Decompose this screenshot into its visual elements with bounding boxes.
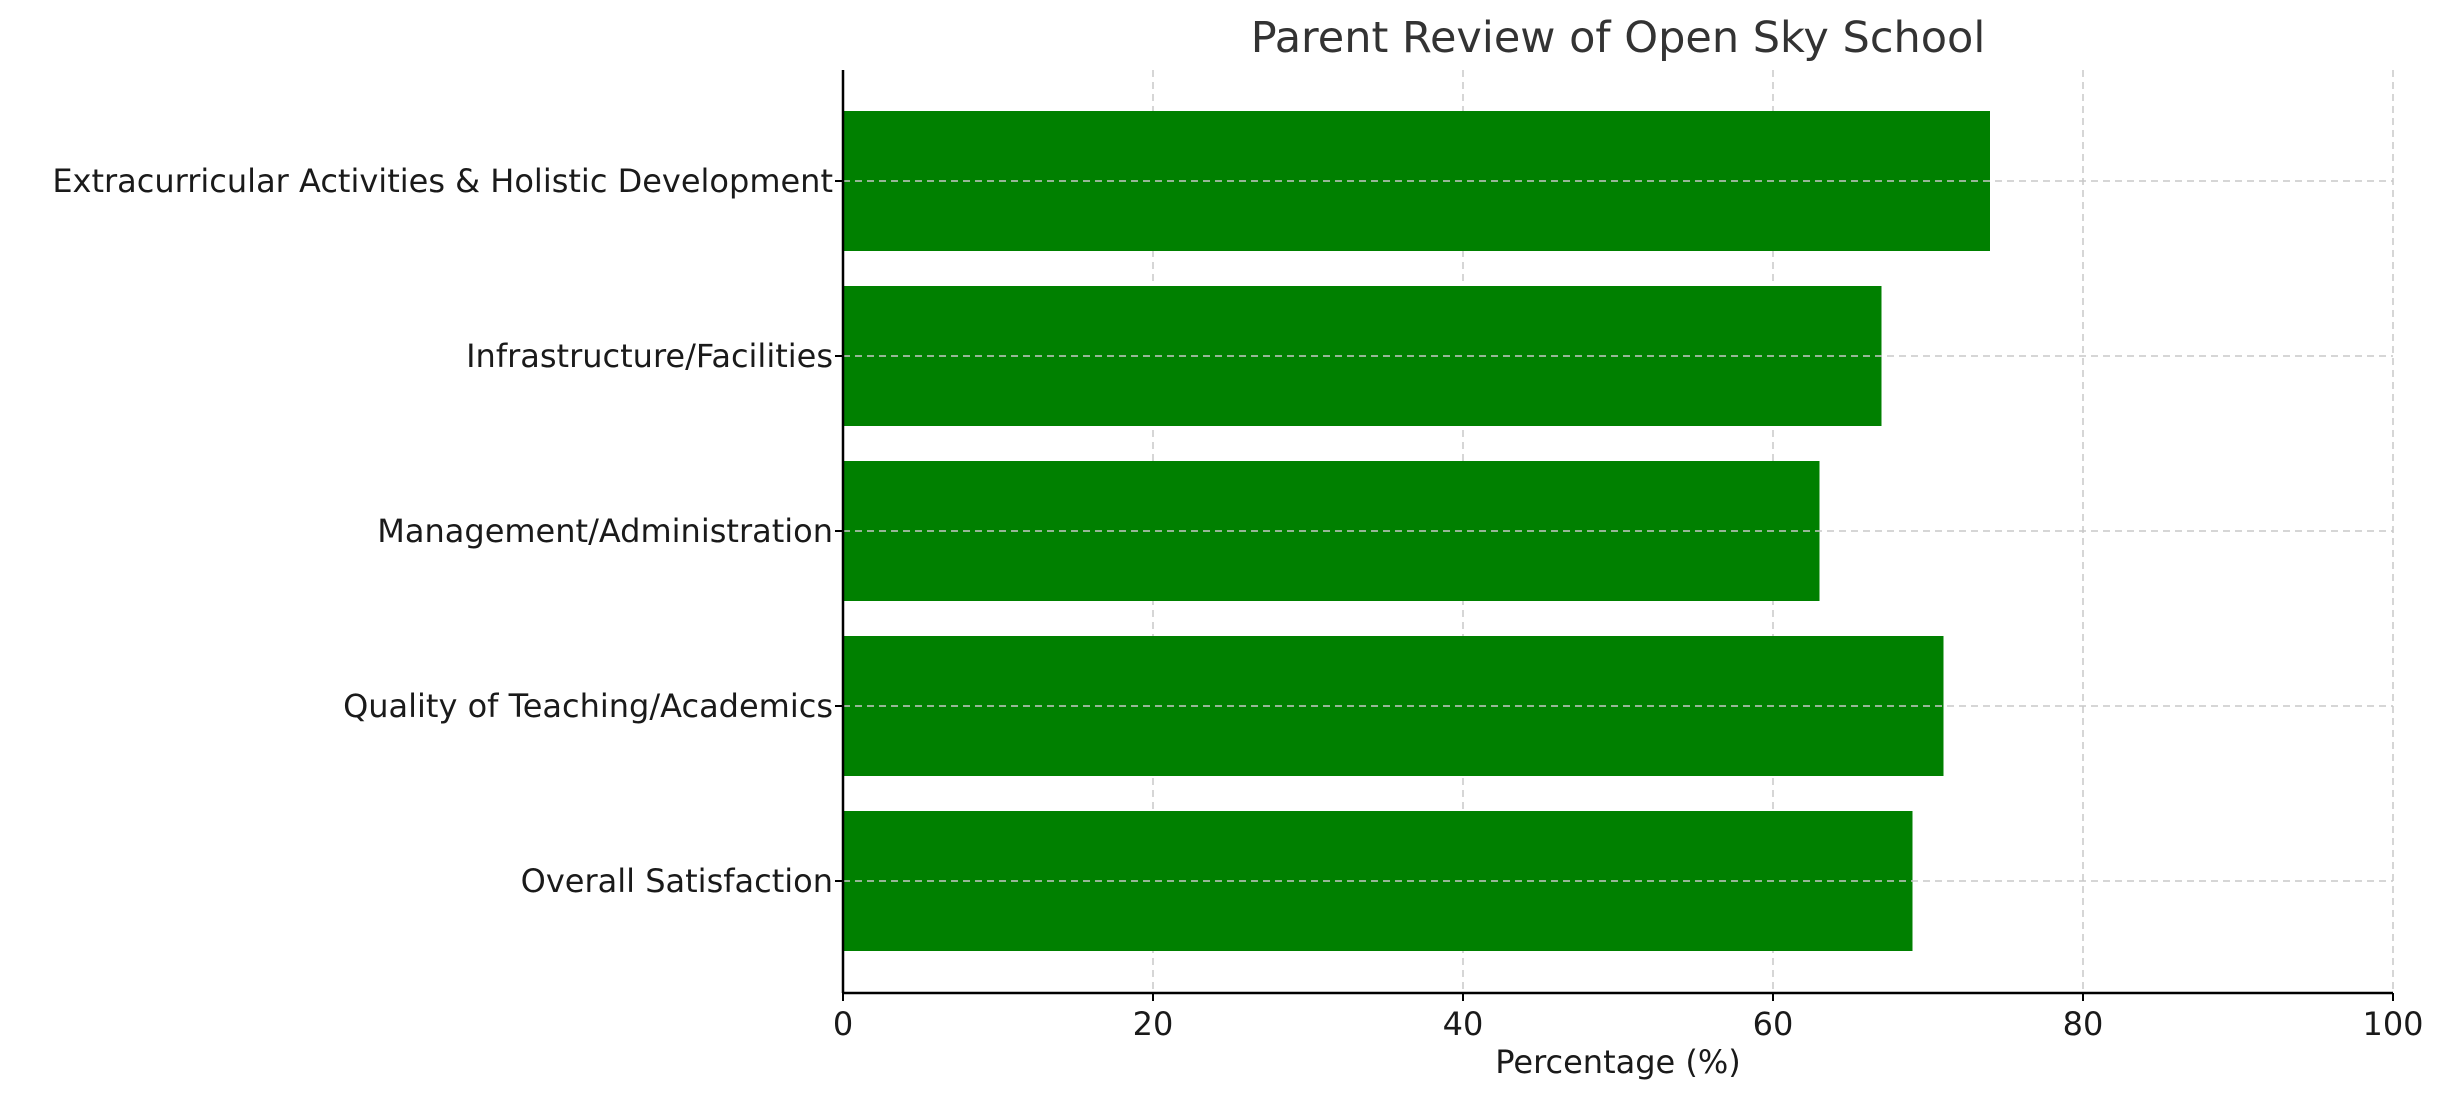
category-label: Quality of Teaching/Academics	[343, 687, 833, 725]
x-axis-label: Percentage (%)	[1495, 1043, 1741, 1081]
category-labels: Overall Satisfaction Quality of Teaching/…	[52, 162, 833, 900]
x-tick-label: 20	[1133, 1005, 1174, 1043]
bar	[843, 636, 1944, 776]
x-tick-label: 40	[1443, 1005, 1484, 1043]
category-label: Extracurricular Activities & Holistic De…	[52, 162, 833, 200]
bar	[843, 111, 1990, 251]
x-tick-labels: 0 20 40 60 80 100	[833, 1005, 2424, 1043]
x-tick-label: 0	[833, 1005, 853, 1043]
x-tick-label: 80	[2063, 1005, 2104, 1043]
axes	[835, 70, 2394, 1001]
x-tick-label: 100	[2362, 1005, 2423, 1043]
category-label: Infrastructure/Facilities	[466, 337, 833, 375]
category-label: Overall Satisfaction	[521, 862, 833, 900]
bars	[843, 111, 2393, 951]
chart-title: Parent Review of Open Sky School	[1251, 13, 1986, 63]
x-tick-label: 60	[1753, 1005, 1794, 1043]
category-label: Management/Administration	[377, 512, 833, 550]
